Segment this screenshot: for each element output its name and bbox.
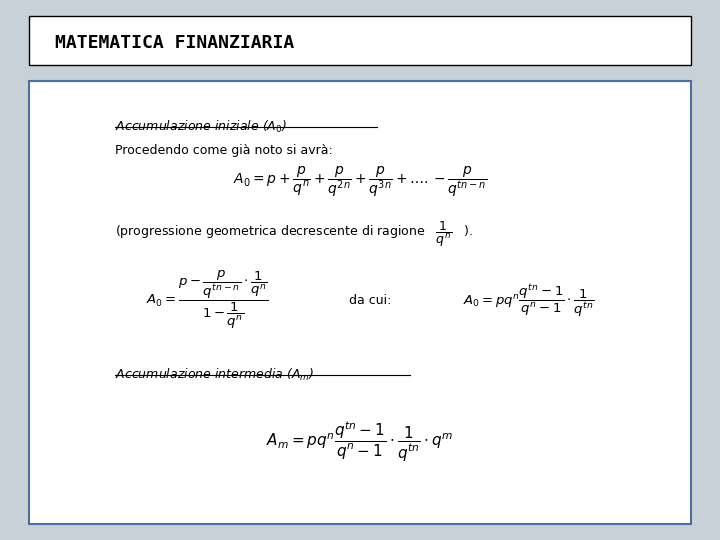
Text: Accumulazione iniziale ($A_0$): Accumulazione iniziale ($A_0$) (115, 119, 287, 135)
Text: Accumulazione intermedia ($A_m$): Accumulazione intermedia ($A_m$) (115, 367, 314, 383)
FancyBboxPatch shape (29, 81, 691, 524)
Text: da cui:: da cui: (348, 294, 391, 307)
Text: $A_0 = \dfrac{p - \dfrac{p}{q^{tn-n}} \cdot \dfrac{1}{q^n}}{1 - \dfrac{1}{q^n}}$: $A_0 = \dfrac{p - \dfrac{p}{q^{tn-n}} \c… (146, 269, 269, 332)
Text: MATEMATICA FINANZIARIA: MATEMATICA FINANZIARIA (55, 34, 294, 52)
Text: (progressione geometrica decrescente di ragione   $\dfrac{1}{q^n}$   ).: (progressione geometrica decrescente di … (115, 219, 473, 248)
FancyBboxPatch shape (29, 16, 691, 65)
Text: $A_m = pq^n \dfrac{q^{tn}-1}{q^n - 1} \cdot \dfrac{1}{q^{tn}} \cdot q^m$: $A_m = pq^n \dfrac{q^{tn}-1}{q^n - 1} \c… (266, 420, 454, 464)
Text: $A_0 = pq^n \dfrac{q^{tn}-1}{q^n - 1} \cdot \dfrac{1}{q^{tn}}$: $A_0 = pq^n \dfrac{q^{tn}-1}{q^n - 1} \c… (463, 282, 595, 319)
Text: Procedendo come già noto si avrà:: Procedendo come già noto si avrà: (115, 144, 333, 157)
Text: $A_0 = p + \dfrac{p}{q^{n}} + \dfrac{p}{q^{2n}} + \dfrac{p}{q^{3n}} + \ldots. - : $A_0 = p + \dfrac{p}{q^{n}} + \dfrac{p}{… (233, 165, 487, 199)
